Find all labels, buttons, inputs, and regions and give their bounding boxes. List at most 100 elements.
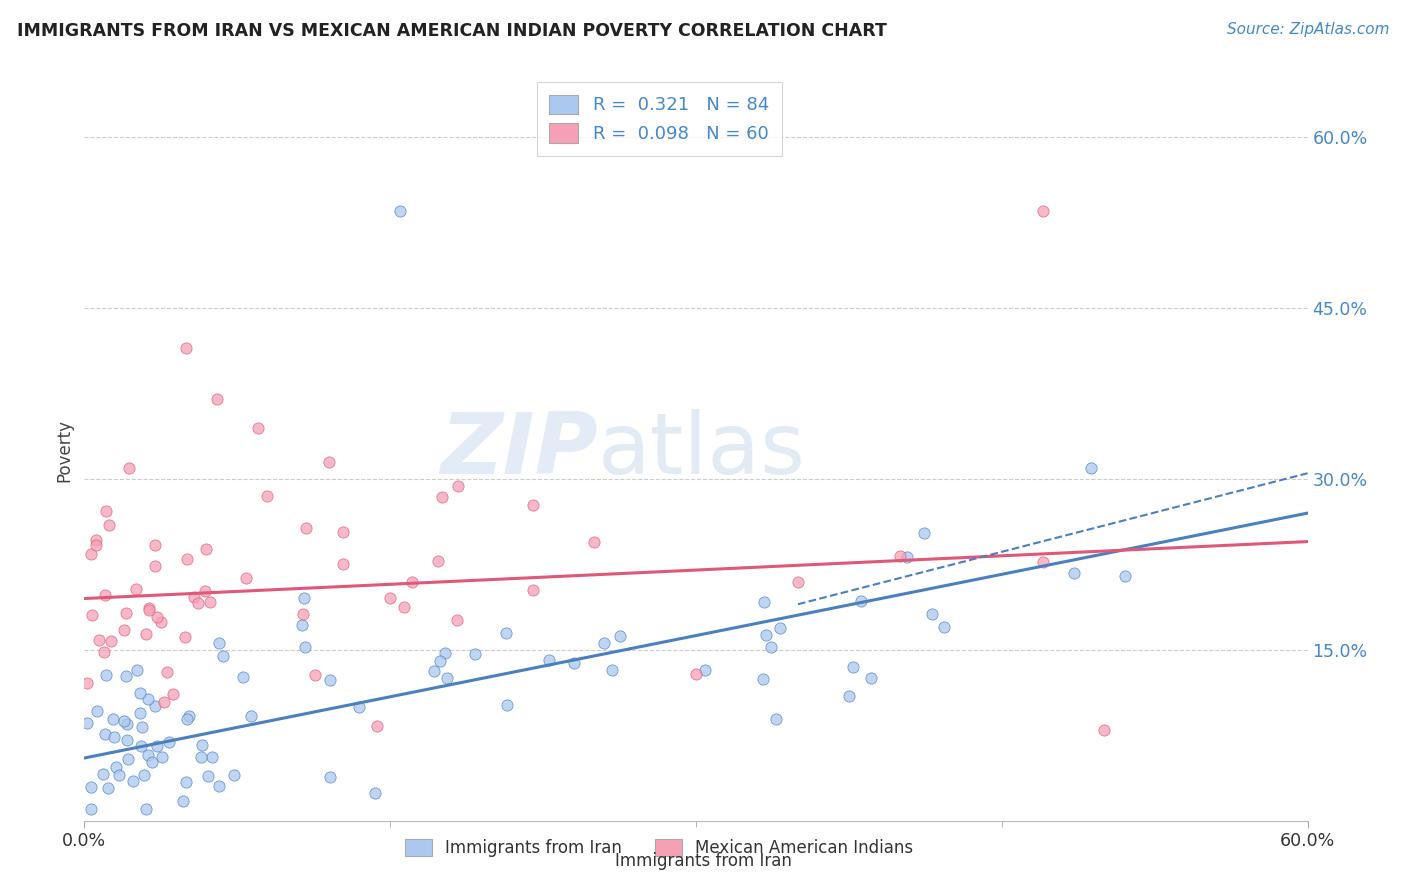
Point [174, 341, 197, 355]
Point [1080, 460, 1102, 475]
Point [522, 499, 544, 513]
Point [129, 739, 152, 753]
Point [447, 479, 470, 493]
Point [82, 607, 104, 622]
Point [838, 689, 860, 703]
Point [93, 645, 115, 659]
Point [562, 657, 585, 671]
Point [401, 574, 423, 589]
Point [332, 558, 354, 572]
Point [860, 672, 883, 686]
Point [197, 769, 219, 783]
Point [392, 600, 415, 615]
Point [246, 420, 269, 434]
Point [115, 733, 138, 747]
Point [183, 590, 205, 604]
Point [195, 541, 218, 556]
Point [96, 668, 118, 682]
Point [115, 669, 138, 683]
Point [787, 575, 810, 590]
Point [389, 204, 412, 219]
Point [94, 727, 117, 741]
Point [295, 521, 318, 535]
Point [380, 591, 402, 605]
Point [232, 670, 254, 684]
Point [429, 654, 451, 668]
Point [291, 617, 314, 632]
Point [93, 588, 115, 602]
Point [172, 794, 194, 808]
Point [187, 596, 209, 610]
Point [427, 554, 450, 568]
Point [157, 734, 180, 748]
Point [609, 629, 631, 643]
Point [143, 538, 166, 552]
Point [464, 647, 486, 661]
Point [522, 583, 544, 598]
Point [364, 786, 387, 800]
Point [896, 549, 918, 564]
Point [115, 606, 138, 620]
Point [153, 695, 176, 709]
Point [76, 715, 98, 730]
Point [138, 603, 160, 617]
Point [235, 571, 257, 585]
Legend: Immigrants from Iran, Mexican American Indians: Immigrants from Iran, Mexican American I… [398, 832, 920, 864]
Point [91, 767, 114, 781]
Point [752, 672, 775, 686]
Point [127, 663, 149, 677]
Point [537, 653, 560, 667]
Point [194, 584, 217, 599]
Point [125, 582, 148, 596]
Point [141, 755, 163, 769]
Point [80, 802, 103, 816]
Point [433, 646, 456, 660]
Point [685, 667, 707, 681]
Text: Immigrants from Iran: Immigrants from Iran [614, 852, 792, 870]
Point [143, 699, 166, 714]
Point [754, 595, 776, 609]
Text: ZIP: ZIP [440, 409, 598, 492]
Point [851, 594, 873, 608]
Point [100, 634, 122, 648]
Point [889, 549, 911, 564]
Point [1063, 566, 1085, 580]
Point [80, 547, 103, 561]
Point [117, 752, 139, 766]
Text: atlas: atlas [598, 409, 806, 492]
Text: Source: ZipAtlas.com: Source: ZipAtlas.com [1226, 22, 1389, 37]
Point [208, 636, 231, 650]
Point [97, 780, 120, 795]
Point [138, 601, 160, 615]
Point [366, 718, 388, 732]
Point [208, 779, 231, 793]
Point [769, 621, 792, 635]
Point [695, 663, 717, 677]
Point [162, 687, 184, 701]
Point [150, 750, 173, 764]
Point [131, 720, 153, 734]
Point [423, 664, 446, 678]
Point [145, 610, 167, 624]
Point [759, 640, 782, 654]
Point [101, 712, 124, 726]
Point [149, 615, 172, 629]
Point [496, 698, 519, 712]
Point [222, 768, 245, 782]
Point [191, 738, 214, 752]
Point [495, 626, 517, 640]
Point [79, 780, 101, 794]
Point [198, 595, 221, 609]
Point [1092, 723, 1115, 737]
Point [115, 717, 138, 731]
Point [600, 664, 623, 678]
Point [190, 749, 212, 764]
Point [128, 706, 150, 720]
Point [174, 775, 197, 789]
Point [132, 768, 155, 782]
Point [318, 455, 340, 469]
Point [86, 704, 108, 718]
Point [205, 392, 228, 407]
Point [332, 524, 354, 539]
Text: IMMIGRANTS FROM IRAN VS MEXICAN AMERICAN INDIAN POVERTY CORRELATION CHART: IMMIGRANTS FROM IRAN VS MEXICAN AMERICAN… [17, 22, 887, 40]
